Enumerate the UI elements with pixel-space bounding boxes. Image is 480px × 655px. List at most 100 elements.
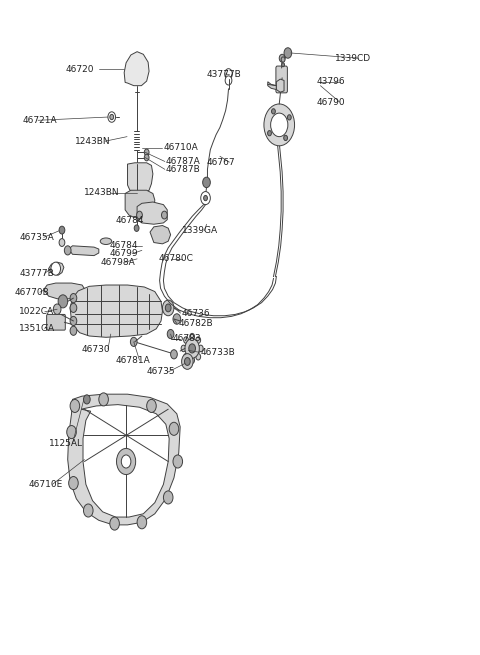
Circle shape <box>169 422 179 436</box>
Polygon shape <box>70 285 162 337</box>
Polygon shape <box>44 283 86 299</box>
Circle shape <box>147 400 156 413</box>
Circle shape <box>190 333 194 340</box>
Circle shape <box>198 345 203 352</box>
Circle shape <box>181 345 186 352</box>
Polygon shape <box>48 262 64 275</box>
Circle shape <box>137 515 147 529</box>
Text: 46735A: 46735A <box>20 233 55 242</box>
Circle shape <box>184 337 189 343</box>
Circle shape <box>59 226 65 234</box>
Text: 46721A: 46721A <box>22 116 57 125</box>
FancyBboxPatch shape <box>276 66 288 93</box>
Ellipse shape <box>132 58 142 77</box>
Text: 46787B: 46787B <box>166 165 201 174</box>
Circle shape <box>84 395 90 404</box>
Circle shape <box>281 57 285 62</box>
Circle shape <box>134 225 139 231</box>
Circle shape <box>59 238 65 246</box>
Text: 46767: 46767 <box>206 158 235 166</box>
Text: 46735: 46735 <box>147 367 175 377</box>
Text: 46710E: 46710E <box>28 480 63 489</box>
Circle shape <box>137 211 143 219</box>
Text: 46770B: 46770B <box>15 288 50 297</box>
Text: 46736: 46736 <box>181 309 210 318</box>
Circle shape <box>163 491 173 504</box>
Circle shape <box>70 326 77 335</box>
Polygon shape <box>125 190 155 217</box>
Text: 1243BN: 1243BN <box>84 189 120 197</box>
Circle shape <box>144 149 149 156</box>
Circle shape <box>70 400 80 413</box>
Polygon shape <box>150 225 170 244</box>
Circle shape <box>165 304 171 312</box>
Circle shape <box>190 357 194 364</box>
Ellipse shape <box>100 238 112 244</box>
Circle shape <box>70 316 77 326</box>
Circle shape <box>161 211 167 219</box>
Text: 46780C: 46780C <box>158 254 193 263</box>
Circle shape <box>108 112 116 122</box>
Circle shape <box>284 48 292 58</box>
Text: 1243BN: 1243BN <box>75 137 110 145</box>
Polygon shape <box>69 246 99 255</box>
Circle shape <box>144 155 149 161</box>
Text: 46710A: 46710A <box>163 143 198 152</box>
Circle shape <box>181 354 193 369</box>
Circle shape <box>69 477 78 489</box>
Text: 1339GA: 1339GA <box>181 226 218 235</box>
Circle shape <box>196 354 201 360</box>
Text: 1339CD: 1339CD <box>335 54 371 63</box>
Text: 46798A: 46798A <box>100 257 135 267</box>
Circle shape <box>121 455 131 468</box>
Circle shape <box>110 517 120 530</box>
Circle shape <box>67 426 76 439</box>
Circle shape <box>225 69 232 79</box>
Circle shape <box>201 191 210 204</box>
Circle shape <box>264 104 295 146</box>
Circle shape <box>173 455 182 468</box>
Circle shape <box>173 314 180 324</box>
Text: 46787A: 46787A <box>166 157 201 166</box>
Circle shape <box>170 350 177 359</box>
Polygon shape <box>276 79 284 92</box>
Polygon shape <box>124 52 149 86</box>
Circle shape <box>53 304 61 314</box>
Circle shape <box>58 295 68 308</box>
Circle shape <box>131 337 137 346</box>
Circle shape <box>64 246 71 255</box>
Circle shape <box>279 54 285 62</box>
Circle shape <box>272 109 276 114</box>
Circle shape <box>167 329 174 339</box>
Polygon shape <box>137 202 167 224</box>
Text: 43777B: 43777B <box>206 70 241 79</box>
Text: 46720: 46720 <box>66 65 94 74</box>
Circle shape <box>184 358 190 365</box>
Circle shape <box>84 504 93 517</box>
Circle shape <box>189 344 195 353</box>
Text: 46784: 46784 <box>110 241 138 250</box>
Circle shape <box>204 195 207 200</box>
Polygon shape <box>81 405 169 517</box>
Circle shape <box>284 136 288 141</box>
Polygon shape <box>68 394 180 525</box>
Circle shape <box>271 113 288 137</box>
Circle shape <box>185 339 199 358</box>
Text: 43796: 43796 <box>317 77 345 86</box>
Text: 1022CA: 1022CA <box>19 307 54 316</box>
Text: 46790: 46790 <box>317 98 345 107</box>
Circle shape <box>225 76 232 85</box>
Text: 46781A: 46781A <box>116 356 150 365</box>
Circle shape <box>99 393 108 406</box>
Circle shape <box>110 115 114 120</box>
Text: 46783: 46783 <box>173 334 202 343</box>
Circle shape <box>282 63 285 67</box>
Text: 1351GA: 1351GA <box>19 324 55 333</box>
Circle shape <box>288 115 291 120</box>
Text: 1125AL: 1125AL <box>48 440 83 448</box>
Text: 46782B: 46782B <box>178 319 213 328</box>
Circle shape <box>203 177 210 187</box>
FancyBboxPatch shape <box>47 314 65 330</box>
Polygon shape <box>128 163 153 193</box>
Circle shape <box>70 303 77 312</box>
